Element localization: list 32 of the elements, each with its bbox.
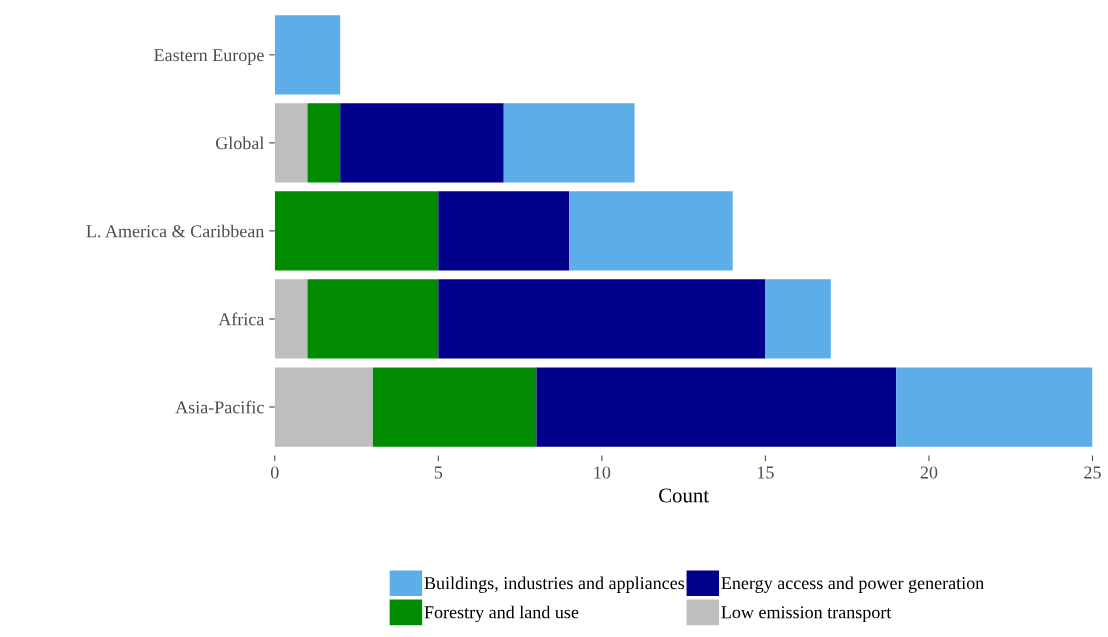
legend-label: Buildings, industries and appliances — [424, 576, 685, 593]
bar — [274, 279, 308, 359]
x-tick-label: 15 — [757, 466, 774, 479]
x-tick-label: 25 — [1084, 466, 1101, 479]
legend-label: Low emission transport — [721, 606, 892, 623]
x-tick-label: 5 — [434, 466, 443, 479]
y-tick-label: Eastern Europe — [154, 49, 264, 65]
x-tick-label: 20 — [920, 466, 938, 479]
bar — [307, 103, 341, 183]
y-tick-label: Asia-Pacific — [175, 400, 264, 414]
bar — [438, 191, 570, 271]
bar — [274, 103, 308, 183]
bar — [274, 15, 341, 95]
x-axis-title: Count — [659, 488, 709, 503]
bar — [765, 279, 831, 359]
bar — [536, 367, 897, 447]
y-tick-label: Global — [215, 136, 265, 150]
bar — [274, 191, 439, 271]
bar — [503, 103, 635, 183]
x-tick-label: 0 — [270, 466, 279, 479]
y-tick-label: L. America & Caribbean — [86, 224, 265, 238]
legend-label: Forestry and land use — [424, 605, 579, 623]
bar — [274, 367, 373, 447]
bar — [569, 191, 733, 271]
bar — [438, 279, 766, 359]
bar — [372, 367, 537, 447]
x-tick-label: 10 — [594, 466, 611, 479]
bar — [896, 367, 1093, 447]
bar — [340, 103, 504, 183]
y-tick-label: Africa — [218, 312, 265, 326]
bar — [307, 279, 439, 359]
legend-label: Energy access and power generation — [721, 576, 984, 593]
